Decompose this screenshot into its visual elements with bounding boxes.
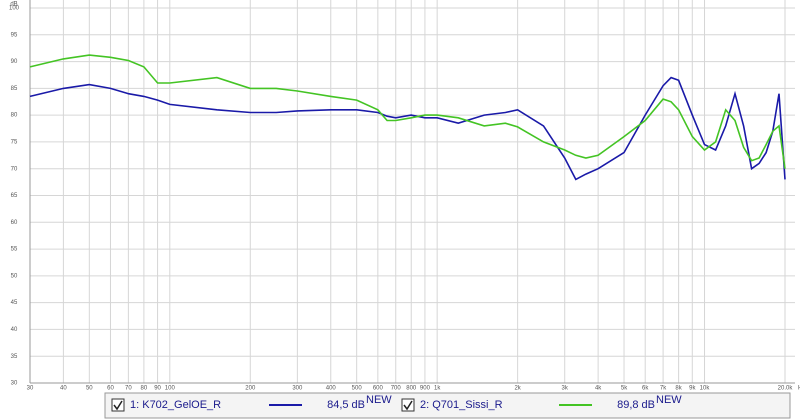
y-tick-label: 40	[11, 327, 18, 333]
y-tick-label: 45	[11, 300, 18, 306]
legend-label: 1: K702_GelOE_R	[130, 399, 221, 411]
x-tick-label: 90	[154, 386, 161, 392]
legend-checkbox[interactable]	[111, 398, 125, 412]
checkbox-check	[113, 400, 123, 411]
x-tick-label: 400	[326, 386, 337, 392]
x-tick-label: 8k	[675, 386, 682, 392]
x-tick-label: 7k	[660, 386, 667, 392]
y-tick-label: 60	[11, 220, 18, 226]
x-tick-label: 4k	[595, 386, 602, 392]
y-tick-label: 100	[9, 6, 20, 12]
x-tick-label: 40	[60, 386, 67, 392]
x-tick-label: 6k	[642, 386, 649, 392]
legend	[104, 392, 791, 419]
checkbox-box	[111, 398, 125, 412]
x-tick-label: 200	[245, 386, 256, 392]
y-tick-label: 95	[11, 32, 18, 38]
x-tick-label: 600	[373, 386, 384, 392]
y-tick-label: 50	[11, 273, 18, 279]
legend-level: 84,5 dB	[327, 399, 365, 411]
checkbox-box	[401, 398, 415, 412]
x-tick-label: 3k	[562, 386, 569, 392]
series-line	[29, 76, 786, 181]
x-tick-label: 10k	[700, 386, 711, 392]
legend-tag: NEW	[656, 394, 682, 406]
y-tick-label: 70	[11, 166, 18, 172]
x-tick-label: 100	[165, 386, 176, 392]
y-unit: dB	[10, 2, 17, 8]
legend-level: 89,8 dB	[617, 399, 655, 411]
x-tick-label: 300	[292, 386, 303, 392]
x-tick-label: 500	[352, 386, 363, 392]
x-unit: Hz	[798, 386, 800, 392]
x-tick-label: 20.0k	[778, 386, 794, 392]
series-line	[29, 54, 786, 169]
y-tick-label: 30	[11, 381, 18, 387]
x-tick-label: 1k	[434, 386, 441, 392]
y-tick-label: 85	[11, 86, 18, 92]
y-tick-label: 75	[11, 140, 18, 146]
y-tick-label: 55	[11, 247, 18, 253]
x-tick-label: 60	[107, 386, 114, 392]
x-tick-label: 9k	[689, 386, 696, 392]
y-tick-label: 35	[11, 354, 18, 360]
x-tick-label: 70	[125, 386, 132, 392]
legend-tag: NEW	[366, 394, 392, 406]
y-tick-label: 90	[11, 59, 18, 65]
x-tick-label: 5k	[621, 386, 628, 392]
legend-label: 2: Q701_Sissi_R	[420, 399, 503, 411]
x-tick-label: 900	[420, 386, 431, 392]
x-tick-label: 30	[27, 386, 34, 392]
y-tick-label: 65	[11, 193, 18, 199]
x-tick-label: 80	[141, 386, 148, 392]
legend-checkbox[interactable]	[401, 398, 415, 412]
x-tick-label: 50	[86, 386, 93, 392]
x-tick-label: 700	[391, 386, 402, 392]
checkbox-check	[403, 400, 413, 411]
y-tick-label: 80	[11, 113, 18, 119]
x-tick-label: 2k	[514, 386, 521, 392]
x-tick-label: 800	[406, 386, 417, 392]
